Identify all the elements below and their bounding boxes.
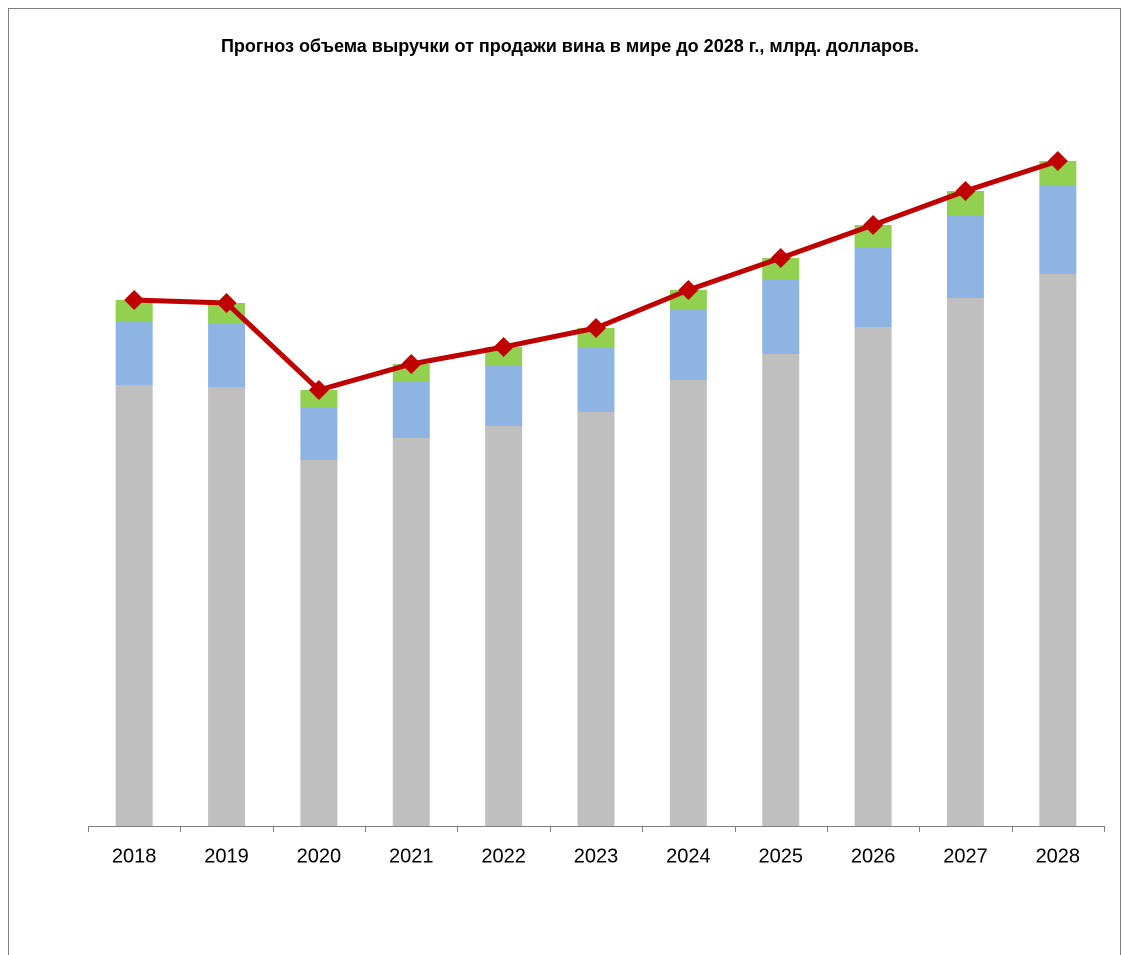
bar-segment	[208, 387, 246, 826]
bar-segment	[300, 408, 338, 460]
line-marker	[678, 280, 699, 300]
x-tick-label: 2028	[1036, 845, 1081, 867]
line-marker	[770, 248, 791, 268]
bar-segment	[577, 348, 615, 412]
line-marker	[955, 181, 976, 201]
bar-segment	[485, 426, 523, 826]
bar-segment	[392, 438, 430, 826]
line-marker	[586, 318, 606, 338]
x-tick-label: 2022	[481, 845, 526, 867]
bar-segment	[300, 460, 338, 826]
bar-segment	[485, 366, 523, 426]
line-marker	[1047, 151, 1068, 171]
bar-segment	[115, 385, 153, 826]
bar-segment	[946, 215, 984, 298]
bar-segment	[854, 248, 892, 327]
x-tick-label: 2018	[112, 845, 157, 867]
bar-segment	[854, 327, 892, 826]
x-tick-label: 2023	[574, 845, 619, 867]
line-marker	[308, 380, 329, 400]
bar-segment	[669, 380, 707, 826]
bar-segment	[208, 324, 246, 387]
line-marker	[401, 354, 422, 374]
bar-segment	[392, 382, 430, 438]
x-tick-label: 2027	[943, 845, 988, 867]
x-tick-label: 2021	[389, 845, 434, 867]
x-tick-label: 2024	[666, 845, 711, 867]
bar-segment	[577, 412, 615, 826]
bar-segment	[669, 310, 707, 380]
bar-segment	[762, 354, 800, 826]
x-tick-label: 2026	[851, 845, 896, 867]
line-marker	[493, 337, 514, 357]
bar-segment	[208, 303, 246, 324]
bar-segment	[115, 322, 153, 385]
bar-segment	[115, 300, 153, 322]
chart-title: Прогноз объема выручки от продажи вина в…	[220, 36, 920, 56]
bar-segment	[946, 298, 984, 826]
bar-segment	[762, 280, 800, 354]
x-tick-label: 2020	[297, 845, 342, 867]
bar-segment	[1039, 274, 1077, 826]
line-marker	[124, 290, 145, 310]
bar-segment	[1039, 186, 1077, 274]
chart-border	[8, 8, 1121, 955]
x-tick-label: 2019	[204, 845, 249, 867]
line-marker	[216, 293, 237, 313]
line-marker	[863, 215, 884, 235]
x-tick-label: 2025	[758, 845, 803, 867]
